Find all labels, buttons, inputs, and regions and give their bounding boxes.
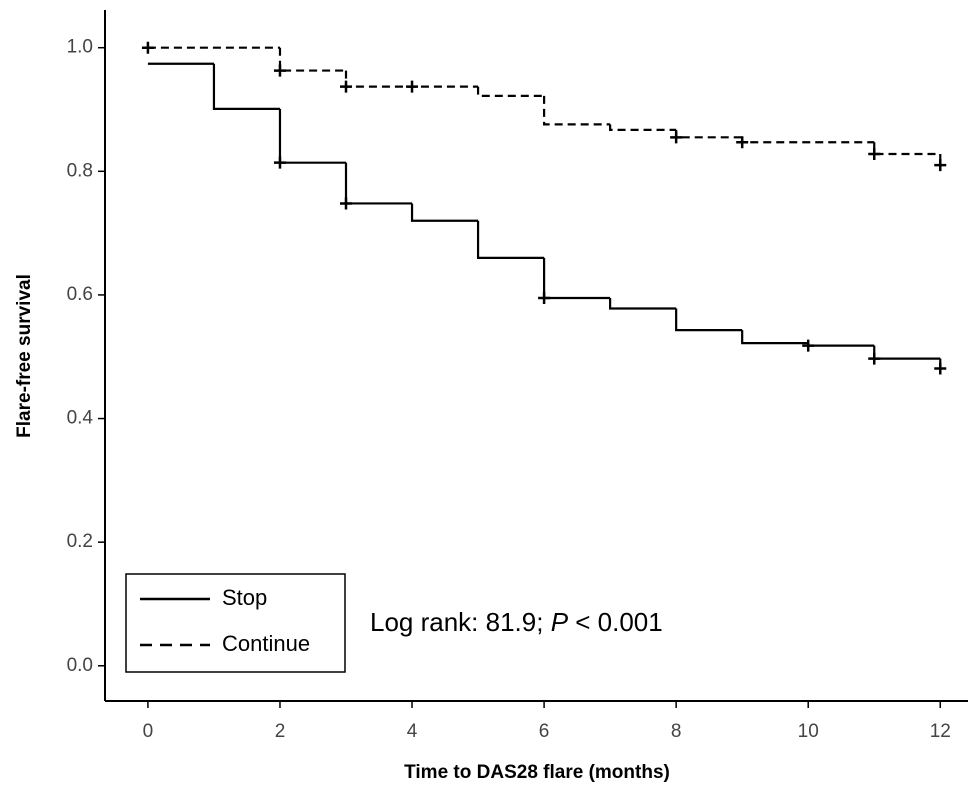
x-axis-label: Time to DAS28 flare (months) [404, 762, 670, 783]
annotation-part: P [551, 607, 569, 637]
y-axis-label: Flare-free survival [14, 274, 35, 438]
censor-mark [273, 156, 286, 169]
survival-step [542, 95, 611, 126]
survival-step [741, 137, 875, 144]
annotation-part: < 0.001 [568, 607, 663, 637]
survival-step [278, 108, 347, 164]
censor-mark [670, 131, 683, 144]
legend-label: Stop [222, 585, 267, 610]
survival-step [675, 129, 743, 139]
censor-mark [340, 80, 353, 93]
survival-step [542, 257, 611, 300]
legend-box [125, 573, 346, 673]
y-tick-label: 0.6 [67, 284, 93, 305]
y-tick-label: 0.8 [67, 160, 93, 181]
censor-mark [934, 362, 947, 375]
censor-mark [802, 339, 815, 352]
x-tick-label: 4 [407, 721, 418, 742]
survival-step [807, 343, 875, 347]
survival-step [873, 142, 941, 156]
censor-mark [868, 148, 881, 161]
censor-mark [736, 136, 749, 149]
censor-mark [406, 80, 419, 93]
survival-step [476, 86, 545, 98]
censor-mark [273, 64, 286, 77]
x-tick-label: 0 [143, 721, 154, 742]
survival-step [212, 63, 280, 110]
x-tick-label: 2 [275, 721, 286, 742]
censor-mark [141, 41, 154, 54]
legend-label: Continue [222, 631, 310, 656]
y-tick-label: 0.2 [67, 531, 93, 552]
x-tick-label: 10 [798, 721, 819, 742]
survival-step [410, 203, 479, 222]
y-tick-label: 0.0 [67, 655, 93, 676]
censor-mark [934, 159, 947, 172]
survival-step [344, 162, 413, 205]
y-tick-label: 0.4 [67, 408, 94, 429]
survival-step [278, 47, 347, 72]
annotation: Log rank: 81.9; P < 0.001 [370, 607, 663, 637]
x-tick-label: 8 [671, 721, 682, 742]
annotation-part: Log rank: 81.9; [370, 607, 551, 637]
survival-step [609, 298, 677, 310]
survival-step [609, 124, 677, 132]
survival-step [675, 308, 743, 332]
survival-step [476, 220, 545, 259]
x-tick-label: 12 [930, 721, 951, 742]
censor-mark [868, 352, 881, 365]
survival-step [741, 330, 809, 345]
y-tick-label: 1.0 [67, 37, 93, 58]
censor-mark [340, 197, 353, 210]
x-tick-label: 6 [539, 721, 550, 742]
survival-step [873, 345, 941, 360]
censor-mark [538, 292, 551, 305]
